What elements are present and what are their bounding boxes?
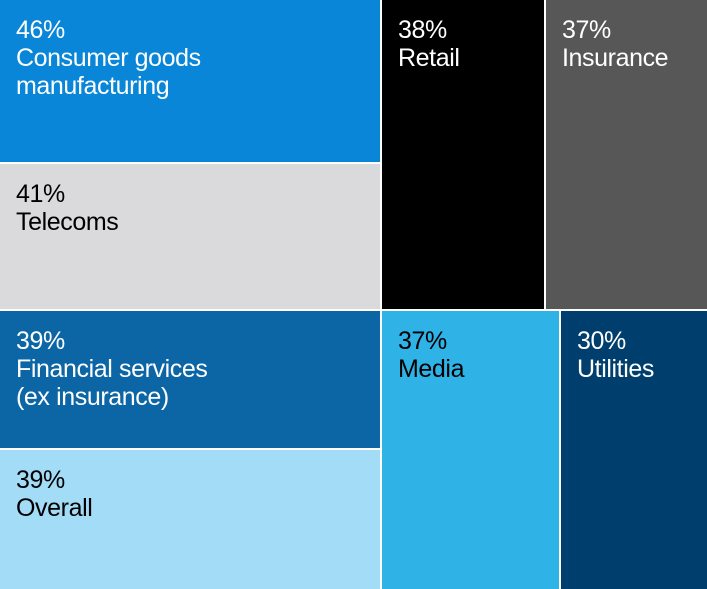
tile-value-media: 37%	[398, 327, 447, 355]
tile-label-utilities: Utilities	[577, 355, 654, 383]
treemap-tile-financial: 39% Financial services (ex insurance)	[0, 311, 380, 448]
tile-label-overall: Overall	[16, 494, 93, 522]
tile-label-insurance: Insurance	[562, 44, 669, 72]
treemap-tile-media: 37% Media	[382, 311, 559, 589]
tile-label-telecoms: Telecoms	[16, 208, 119, 236]
treemap-tile-utilities: 30% Utilities	[561, 311, 707, 589]
treemap-tile-overall: 39% Overall	[0, 450, 380, 589]
tile-value-insurance: 37%	[562, 16, 611, 44]
treemap-tile-telecoms: 41% Telecoms	[0, 164, 380, 309]
treemap-tile-consumer: 46% Consumer goods manufacturing	[0, 0, 380, 162]
tile-label-consumer: Consumer goods manufacturing	[16, 44, 201, 100]
treemap-tile-retail: 38% Retail	[382, 0, 544, 309]
tile-value-retail: 38%	[398, 16, 447, 44]
tile-value-overall: 39%	[16, 466, 65, 494]
tile-value-consumer: 46%	[16, 16, 65, 44]
treemap-tile-insurance: 37% Insurance	[546, 0, 707, 309]
tile-value-telecoms: 41%	[16, 180, 65, 208]
tile-value-financial: 39%	[16, 327, 65, 355]
tile-label-media: Media	[398, 355, 465, 383]
tile-label-financial: Financial services (ex insurance)	[16, 355, 208, 411]
tile-value-utilities: 30%	[577, 327, 626, 355]
tile-label-retail: Retail	[398, 44, 460, 72]
